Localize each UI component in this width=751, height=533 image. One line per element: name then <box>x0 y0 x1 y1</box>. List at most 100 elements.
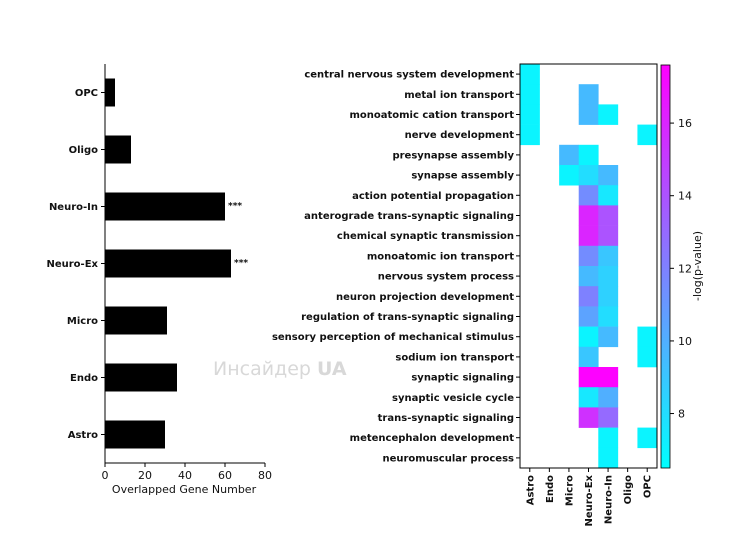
heatmap-row-label: monoatomic ion transport <box>367 251 514 262</box>
heatmap-cell <box>520 84 540 105</box>
heatmap-cell <box>578 104 599 125</box>
heatmap-cell <box>598 165 619 186</box>
heatmap-cell <box>598 447 619 469</box>
heatmap-row-label: regulation of trans-synaptic signaling <box>301 312 514 323</box>
heatmap-row-label: trans-synaptic signaling <box>378 413 514 424</box>
colorbar-tick-label: 14 <box>678 190 692 203</box>
heatmap-cell <box>578 185 599 206</box>
heatmap-col-label: Neuro-In <box>604 475 615 524</box>
heatmap-row-label: chemical synaptic transmission <box>337 231 514 242</box>
heatmap-cell <box>637 326 658 348</box>
colorbar-tick-label: 12 <box>678 262 692 275</box>
heatmap-cell <box>520 64 540 85</box>
heatmap-cell <box>578 245 599 267</box>
bar-y-tick-label: Astro <box>68 430 98 441</box>
colorbar-tick-label: 10 <box>678 335 692 348</box>
heatmap-row-label: central nervous system development <box>304 70 514 81</box>
heatmap-cell <box>598 367 619 388</box>
bar-x-tick-label: 60 <box>218 469 232 482</box>
watermark: Инсайдер UA <box>213 358 347 380</box>
heatmap-cell <box>578 165 599 186</box>
bar-y-tick-label: Endo <box>70 373 98 384</box>
heatmap-cell <box>637 427 658 449</box>
bar-micro <box>105 306 167 335</box>
watermark-bold-text: UA <box>317 358 347 380</box>
heatmap-cell <box>520 124 540 146</box>
bar-neuro-in <box>105 192 225 221</box>
bar-x-tick-label: 40 <box>178 469 192 482</box>
heatmap-row-label: sodium ion transport <box>395 352 514 363</box>
heatmap-col-label: Endo <box>545 475 556 503</box>
heatmap-col-label: Micro <box>564 475 575 506</box>
heatmap-cell <box>637 346 658 368</box>
heatmap-cell <box>559 144 580 166</box>
heatmap-row-label: synaptic vesicle cycle <box>392 393 514 404</box>
bar-y-tick-label: Micro <box>67 316 98 327</box>
bar-chart: OPC Oligo Neuro-In *** Neuro-Ex *** Micro Endo A… <box>46 64 272 482</box>
heatmap-row-label: action potential propagation <box>352 191 514 202</box>
heatmap-row-label: neuromuscular process <box>382 453 514 464</box>
bar-chart-x-axis-title: Overlapped Gene Number <box>112 483 257 496</box>
heatmap-cell <box>598 326 619 348</box>
heatmap-cell <box>578 266 599 287</box>
heatmap-cell <box>598 387 619 408</box>
heatmap-row-label: monoatomic cation transport <box>349 110 514 121</box>
heatmap-cell <box>598 266 619 287</box>
heatmap-row-label: synaptic signaling <box>411 373 514 384</box>
heatmap-row-label: metencephalon development <box>350 433 515 444</box>
heatmap-cell <box>578 407 599 428</box>
heatmap-cell <box>598 205 619 226</box>
heatmap-cell <box>598 286 619 307</box>
heatmap-cell <box>578 387 599 408</box>
heatmap-cell <box>598 427 619 449</box>
colorbar-tick-label: 8 <box>678 408 685 421</box>
colorbar-title: -log(p-value) <box>691 231 704 301</box>
heatmap-cell <box>598 306 619 327</box>
heatmap-cell <box>598 225 619 247</box>
heatmap-row-label: presynapse assembly <box>392 150 514 161</box>
heatmap-col-label: OPC <box>643 475 654 498</box>
bar-y-tick-label: Neuro-In <box>49 202 98 213</box>
heatmap-row-label: nervous system process <box>378 272 514 283</box>
bar-significance-label: *** <box>228 202 242 212</box>
heatmap-cell <box>578 144 599 166</box>
heatmap-cell <box>598 407 619 428</box>
heatmap-col-label: Oligo <box>623 475 634 505</box>
heatmap-cell <box>598 104 619 125</box>
heatmap-cell <box>637 124 658 146</box>
heatmap-cell <box>578 326 599 348</box>
heatmap-cell <box>578 346 599 368</box>
watermark-text: Инсайдер <box>213 358 317 380</box>
bar-x-tick-label: 20 <box>138 469 152 482</box>
bar-x-tick-label: 80 <box>258 469 272 482</box>
heatmap-cell <box>578 84 599 105</box>
heatmap-cell <box>598 245 619 267</box>
heatmap-cell <box>578 367 599 388</box>
bar-y-tick-label: Oligo <box>69 145 99 156</box>
heatmap-row-label: neuron projection development <box>336 292 514 303</box>
bar-astro <box>105 420 165 449</box>
heatmap-col-label: Neuro-Ex <box>584 474 595 526</box>
bar-y-tick-label: Neuro-Ex <box>46 259 98 270</box>
heatmap-cell <box>578 286 599 307</box>
heatmap-cell <box>520 104 540 125</box>
heatmap-cell <box>559 165 580 186</box>
heatmap-cell <box>578 225 599 247</box>
bar-endo <box>105 363 177 392</box>
heatmap-cell <box>578 306 599 327</box>
colorbar: 8 10 12 14 16 <box>660 64 692 469</box>
heatmap-row-label: anterograde trans-synaptic signaling <box>304 211 514 222</box>
heatmap-row-label: sensory perception of mechanical stimulu… <box>272 332 514 343</box>
heatmap-row-label: synapse assembly <box>411 171 514 182</box>
bar-opc <box>105 78 115 107</box>
colorbar-gradient <box>660 64 671 469</box>
heatmap-cell <box>598 185 619 206</box>
bar-significance-label: *** <box>234 259 248 269</box>
heatmap-cell <box>578 205 599 226</box>
colorbar-tick-label: 16 <box>678 117 692 130</box>
heatmap-row-label: nerve development <box>405 130 515 141</box>
bar-oligo <box>105 135 131 164</box>
bar-y-tick-label: OPC <box>75 88 98 99</box>
